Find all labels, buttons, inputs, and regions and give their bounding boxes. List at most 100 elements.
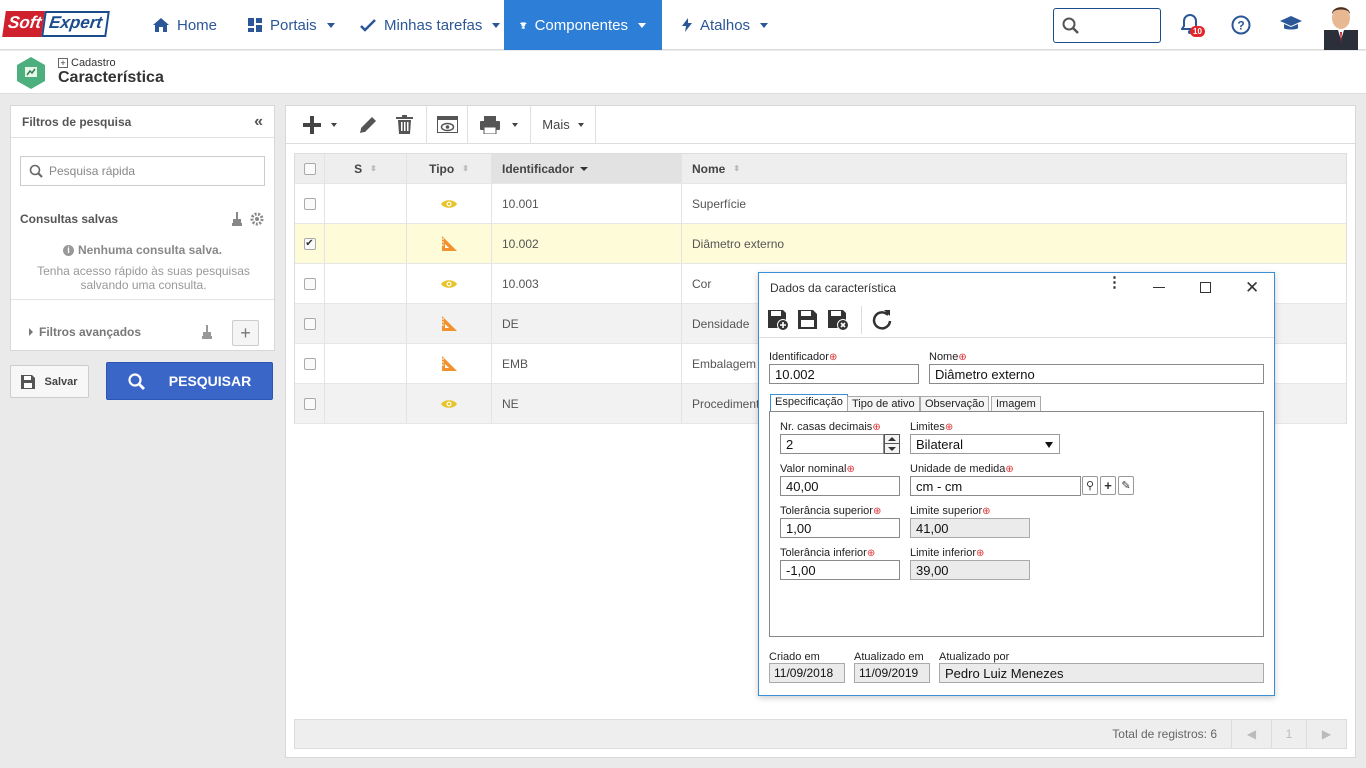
collapse-panel-icon[interactable]: « xyxy=(254,112,263,130)
row-checkbox[interactable]: ✔ xyxy=(303,237,316,250)
delete-button[interactable] xyxy=(383,106,426,144)
criado-em-label: Criado em xyxy=(769,651,820,663)
search-button[interactable]: PESQUISAR xyxy=(106,362,273,400)
advanced-filters-toggle[interactable]: Filtros avançados xyxy=(29,325,141,339)
status-cell xyxy=(325,344,407,383)
eye-icon xyxy=(441,279,457,289)
nome-field[interactable]: Diâmetro externo xyxy=(929,364,1264,384)
plus-icon: + xyxy=(1104,478,1112,493)
chevron-down-icon[interactable] xyxy=(330,122,337,127)
row-checkbox-cell[interactable] xyxy=(295,304,325,343)
identificador-cell: 10.003 xyxy=(492,264,682,303)
maximize-icon[interactable] xyxy=(1200,282,1211,293)
chevron-down-icon xyxy=(326,22,335,28)
column-header-identificador[interactable]: Identificador xyxy=(492,154,682,183)
notifications-button[interactable]: 10 xyxy=(1180,13,1205,38)
add-button[interactable] xyxy=(286,106,353,144)
global-search-input[interactable] xyxy=(1053,8,1161,43)
identificador-field[interactable]: 10.002 xyxy=(769,364,919,384)
row-checkbox-cell[interactable] xyxy=(295,184,325,223)
print-button[interactable] xyxy=(468,106,530,144)
nav-home[interactable]: Home xyxy=(153,0,217,50)
column-header-s[interactable]: S ⬍ xyxy=(325,154,407,183)
save-new-icon[interactable] xyxy=(768,310,789,334)
help-icon: ? xyxy=(1231,15,1251,35)
nav-tarefas-label: Minhas tarefas xyxy=(384,16,483,34)
dialog-titlebar[interactable]: Dados da característica ⋮ ✕ xyxy=(759,273,1274,303)
add-unit-button[interactable]: + xyxy=(1100,476,1116,495)
no-saved-query-message: i Nenhuma consulta salva. xyxy=(11,243,274,257)
dashboard-icon xyxy=(248,18,262,32)
row-checkbox[interactable] xyxy=(303,357,316,370)
search-unit-button[interactable]: ⚲ xyxy=(1082,476,1098,495)
row-checkbox-cell[interactable] xyxy=(295,344,325,383)
select-all-checkbox-cell[interactable] xyxy=(295,154,325,183)
row-checkbox-cell[interactable] xyxy=(295,384,325,423)
row-checkbox[interactable] xyxy=(303,197,316,210)
clear-icon[interactable] xyxy=(201,325,213,342)
gear-icon[interactable] xyxy=(249,211,265,230)
stepper-up-icon[interactable] xyxy=(885,435,899,444)
row-checkbox[interactable] xyxy=(303,397,316,410)
valor-nominal-field[interactable]: 40,00 xyxy=(780,476,900,496)
clear-icon[interactable] xyxy=(231,212,243,229)
select-all-checkbox[interactable] xyxy=(303,162,316,175)
logo-expert-text: Expert xyxy=(41,11,110,37)
home-icon xyxy=(153,18,169,32)
softexpert-logo[interactable]: Soft Expert xyxy=(2,11,110,37)
unidade-medida-field[interactable]: cm - cm xyxy=(910,476,1081,496)
tolerancia-inferior-field[interactable]: -1,00 xyxy=(780,560,900,580)
edit-button[interactable] xyxy=(353,106,383,144)
characteristic-dialog: Dados da característica ⋮ ✕ Identificado… xyxy=(758,272,1275,696)
chevron-down-icon[interactable] xyxy=(512,122,518,127)
help-button[interactable]: ? xyxy=(1231,15,1251,38)
chevron-down-icon xyxy=(760,22,769,28)
refresh-icon[interactable] xyxy=(872,309,892,333)
save-close-icon[interactable] xyxy=(828,310,849,334)
learning-button[interactable] xyxy=(1280,16,1302,35)
tolerancia-superior-field[interactable]: 1,00 xyxy=(780,518,900,538)
minimize-icon[interactable] xyxy=(1153,287,1165,288)
row-checkbox-cell[interactable] xyxy=(295,264,325,303)
save-query-button[interactable]: Salvar xyxy=(10,365,89,398)
valor-nominal-label: Valor nominal⊕ xyxy=(780,463,855,475)
next-page-button[interactable]: ▶ xyxy=(1306,719,1346,749)
nav-componentes[interactable]: Componentes xyxy=(504,0,662,50)
limites-select[interactable]: Bilateral xyxy=(910,434,1060,454)
logo-soft-text: Soft xyxy=(2,11,47,37)
casas-decimais-field[interactable]: 2 xyxy=(780,434,884,454)
nav-minhas-tarefas[interactable]: Minhas tarefas xyxy=(360,0,501,50)
add-filter-button[interactable]: + xyxy=(232,320,259,346)
quick-search-input[interactable]: Pesquisa rápida xyxy=(20,156,265,186)
view-button[interactable] xyxy=(427,106,467,144)
row-checkbox-cell[interactable]: ✔ xyxy=(295,224,325,263)
tab-observacao[interactable]: Observação xyxy=(920,396,990,412)
nav-portais[interactable]: Portais xyxy=(248,0,335,50)
table-row[interactable]: 10.001 Superfície xyxy=(295,184,1346,224)
eye-icon xyxy=(441,199,457,209)
save-icon[interactable] xyxy=(798,310,817,332)
tab-imagem[interactable]: Imagem xyxy=(991,396,1041,412)
nav-atalhos[interactable]: Atalhos xyxy=(682,0,769,50)
nav-home-label: Home xyxy=(177,16,218,34)
stepper-down-icon[interactable] xyxy=(885,444,899,453)
tab-tipo-de-ativo[interactable]: Tipo de ativo xyxy=(847,396,920,412)
table-row[interactable]: ✔ 10.002 Diâmetro externo xyxy=(295,224,1346,264)
identificador-cell: 10.002 xyxy=(492,224,682,263)
breadcrumb[interactable]: + Cadastro xyxy=(58,57,116,69)
close-icon[interactable]: ✕ xyxy=(1245,278,1260,297)
quantity-stepper[interactable] xyxy=(884,434,900,454)
clear-unit-button[interactable]: ✎ xyxy=(1118,476,1134,495)
row-checkbox[interactable] xyxy=(303,277,316,290)
more-menu[interactable]: Mais xyxy=(531,106,595,144)
column-label: S xyxy=(354,161,363,176)
column-header-tipo[interactable]: Tipo ⬍ xyxy=(407,154,492,183)
prev-page-button[interactable]: ◀ xyxy=(1231,719,1271,749)
user-avatar[interactable] xyxy=(1318,0,1364,50)
chevron-down-icon xyxy=(492,22,501,28)
column-header-nome[interactable]: Nome ⬍ xyxy=(682,154,1346,183)
row-checkbox[interactable] xyxy=(303,317,316,330)
svg-text:?: ? xyxy=(1237,19,1244,33)
kebab-menu-icon[interactable]: ⋮ xyxy=(1107,274,1122,291)
tab-especificacao[interactable]: Especificação xyxy=(770,394,848,412)
